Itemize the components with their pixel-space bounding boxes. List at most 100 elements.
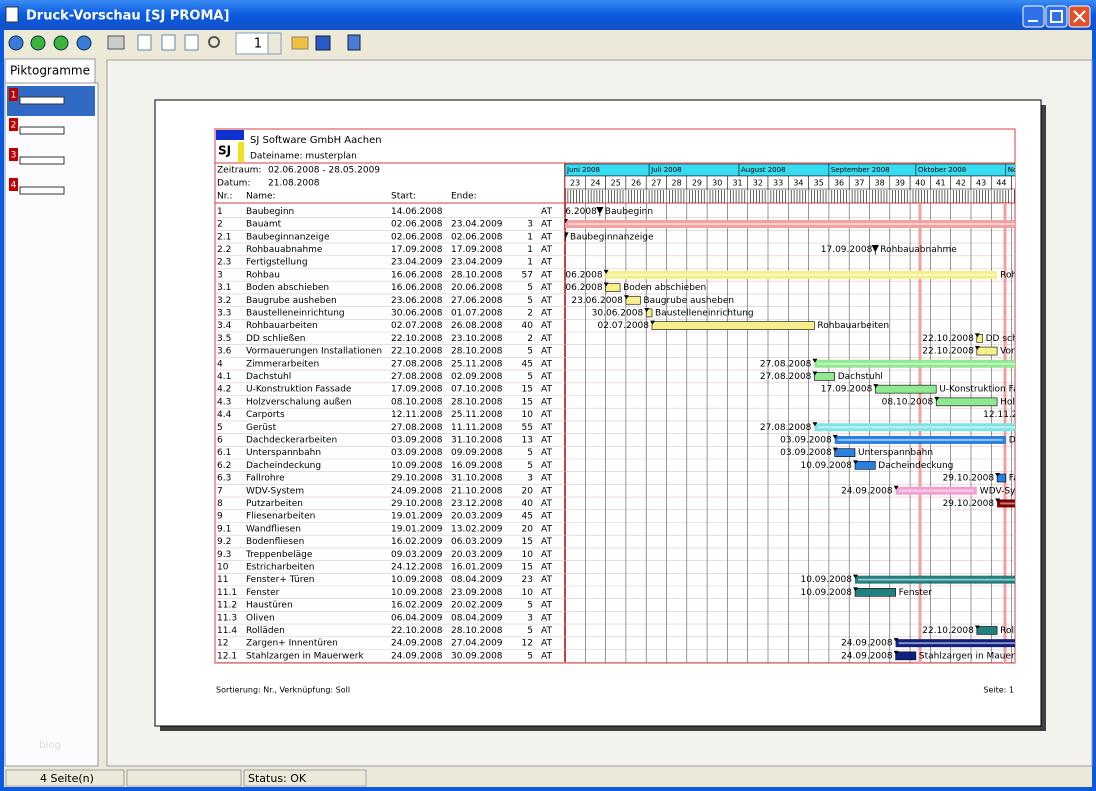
logo: SJ — [218, 144, 231, 158]
bar-marker — [644, 307, 650, 312]
row-name: Baugrube ausheben — [246, 296, 337, 306]
app-icon — [5, 6, 19, 23]
week-label: 35 — [814, 179, 824, 188]
row-unit: AT — [541, 359, 552, 369]
sidebar-tab[interactable] — [4, 58, 96, 84]
row-nr: 4.4 — [217, 410, 232, 420]
week-label: 40 — [915, 179, 925, 188]
page-thumbnail[interactable] — [19, 96, 65, 105]
row-unit: AT — [541, 461, 552, 471]
bar-name-label: Rolläden — [1000, 626, 1039, 636]
maximize-button[interactable] — [1045, 5, 1068, 28]
status-pane — [243, 769, 367, 787]
document: SJ SJ Software GmbH Aachen Dateiname: mu… — [214, 128, 1096, 695]
week-label: 26 — [631, 179, 641, 188]
bar-name-label: Vormauerungen Installationen — [1000, 347, 1096, 357]
row-name: Baustelleneinrichtung — [246, 308, 345, 318]
col-start: Start: — [391, 192, 416, 202]
save-button[interactable] — [315, 35, 331, 51]
print-button[interactable] — [107, 35, 125, 50]
sidebar-tab-label: Piktogramme — [10, 64, 90, 78]
week-label: 27 — [651, 179, 661, 188]
page-number-badge — [9, 118, 18, 131]
row-name: Fallrohre — [246, 474, 285, 484]
task-bar — [625, 295, 641, 305]
row-end: 20.02.2009 — [451, 601, 503, 611]
minimize-button[interactable] — [1022, 5, 1045, 28]
bar-name-label: Fenster — [899, 588, 933, 598]
bar-start-label: 22.10.2008 — [922, 347, 974, 357]
week-label: 32 — [753, 179, 763, 188]
bar-marker — [974, 625, 980, 630]
row-duration: 1 — [527, 232, 533, 242]
row-unit: AT — [541, 575, 552, 585]
row-start: 22.10.2008 — [391, 347, 443, 357]
row-end: 16.09.2008 — [451, 461, 503, 471]
week-header — [1011, 175, 1015, 190]
row-end: 20.03.2009 — [451, 512, 503, 522]
page-number: 2 — [11, 121, 17, 131]
bar-start-label: 29.10.2008 — [943, 499, 995, 509]
frame-bottom — [0, 787, 1096, 791]
task-bar — [874, 384, 937, 394]
zoom-button-1[interactable] — [137, 34, 152, 51]
row-start: 06.04.2009 — [391, 613, 443, 623]
summary-bar-highlight — [1000, 502, 1015, 505]
zoom-button-4[interactable] — [208, 36, 220, 48]
row-start: 27.08.2008 — [391, 372, 443, 382]
row-start: 22.10.2008 — [391, 334, 443, 344]
page-thumbnail[interactable] — [19, 156, 65, 165]
page-number: 4 — [11, 181, 17, 191]
row-end: 23.04.2009 — [451, 220, 503, 230]
row-duration: 3 — [527, 220, 533, 230]
bar-start-label: 16.06.2008 — [551, 270, 603, 280]
row-unit: AT — [541, 220, 552, 230]
row-unit: AT — [541, 270, 552, 280]
row-duration: 57 — [522, 270, 533, 280]
row-duration: 55 — [522, 423, 533, 433]
row-nr: 5 — [217, 423, 223, 433]
row-end: 23.09.2008 — [451, 588, 503, 598]
bar-marker — [974, 346, 980, 351]
logo-accent — [238, 142, 244, 162]
bar-start-label: 22.10.2008 — [922, 334, 974, 344]
thumbnail-list — [4, 82, 99, 767]
last-page-button[interactable] — [76, 35, 92, 51]
week-label: 38 — [875, 179, 885, 188]
row-start: 16.06.2008 — [391, 283, 443, 293]
prev-page-button[interactable] — [30, 35, 46, 51]
open-button[interactable] — [291, 36, 309, 50]
date: 21.08.2008 — [268, 179, 320, 189]
row-start: 24.12.2008 — [391, 562, 443, 572]
status-pane — [5, 769, 125, 787]
zoom-button-2[interactable] — [161, 34, 176, 51]
page-thumbnail[interactable] — [19, 186, 65, 195]
status-text: Status: OK — [248, 772, 307, 785]
row-unit: AT — [541, 372, 552, 382]
bar-name-label: Boden abschieben — [623, 283, 706, 293]
next-page-button[interactable] — [53, 35, 69, 51]
bar-name-label: U-Konstruktion Fassade — [939, 385, 1045, 395]
zoom-button-3[interactable] — [184, 34, 199, 51]
page-number-badge — [9, 178, 18, 191]
page-spinner[interactable] — [267, 32, 282, 55]
window-title: Druck-Vorschau [SJ PROMA] — [26, 9, 229, 24]
page-thumbnail[interactable] — [19, 126, 65, 135]
page-input[interactable] — [235, 32, 269, 55]
bar-marker — [603, 282, 609, 287]
exit-button[interactable] — [347, 34, 361, 51]
row-name: Rohbauarbeiten — [246, 321, 318, 331]
bar-name-label: Unterspannbahn — [858, 448, 933, 458]
row-start: 29.10.2008 — [391, 499, 443, 509]
frame-right — [1092, 30, 1096, 791]
row-start: 27.08.2008 — [391, 423, 443, 433]
first-page-button[interactable] — [8, 35, 24, 51]
row-duration: 5 — [527, 651, 533, 661]
row-nr: 12.1 — [217, 651, 237, 661]
week-label: 37 — [854, 179, 864, 188]
row-start: 16.02.2009 — [391, 537, 443, 547]
row-duration: 45 — [522, 512, 533, 522]
month-header — [1005, 163, 1015, 177]
row-unit: AT — [541, 207, 552, 217]
row-nr: 2.2 — [217, 245, 231, 255]
